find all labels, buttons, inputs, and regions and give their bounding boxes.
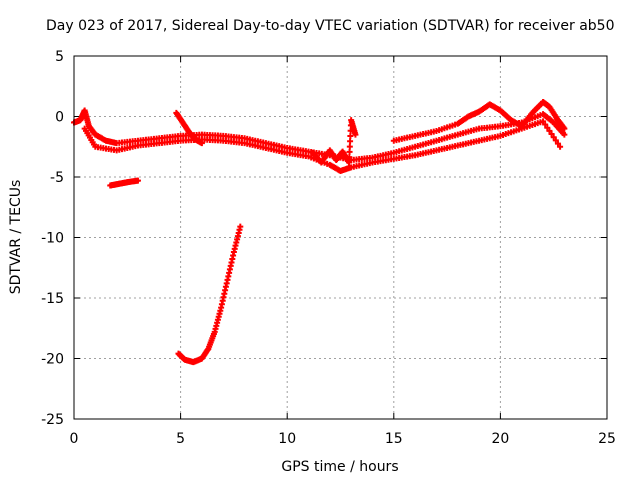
data-point [548,131,555,138]
data-point [544,124,551,131]
series-short-segment-2h [107,177,141,189]
data-point [561,125,568,132]
x-tick-label: 0 [70,431,79,447]
data-point [552,137,559,144]
x-tick-label: 20 [491,431,509,447]
data-point [346,143,353,150]
plot-frame [73,55,608,420]
series-upper-band-main-c [390,98,568,144]
data-point [561,131,568,138]
y-tick-label: -5 [50,170,64,186]
grid-layer [74,56,607,419]
x-tick-label: 15 [385,431,403,447]
x-tick-label: 5 [176,431,185,447]
y-tick-label: 5 [55,49,64,65]
series-upper-band-main-a [71,107,568,164]
series-rising-arc-5h [173,109,205,147]
y-tick-label: -15 [41,291,64,307]
data-point [347,138,354,145]
data-point [347,133,354,140]
x-tick-label: 10 [278,431,296,447]
data-point [237,223,244,230]
series-steep-curve [175,223,244,366]
data-point [134,177,141,184]
data-point [346,154,353,161]
data-point [540,118,547,125]
series-mid-cluster-12h [309,117,359,166]
y-axis-label: SDTVAR / TECUs [8,180,24,295]
data-point [542,121,549,128]
data-point [198,140,205,147]
data-point [550,134,557,141]
data-points-layer [71,98,568,366]
ticks-layer: 0 5 10 15 20 25 5 0 -5 -10 -15 -20 -25 [41,49,616,447]
data-point [554,140,561,147]
x-tick-label: 25 [598,431,616,447]
data-point [557,143,564,150]
chart-title: Day 023 of 2017, Sidereal Day-to-day VTE… [46,18,615,34]
data-point [346,148,353,155]
y-tick-label: -10 [41,231,64,247]
data-point [546,127,553,134]
x-axis-label: GPS time / hours [281,459,398,475]
y-tick-label: -20 [41,352,64,368]
y-tick-label: 0 [55,110,64,126]
data-point [352,131,359,138]
y-tick-label: -25 [41,412,64,428]
data-point [346,159,353,166]
